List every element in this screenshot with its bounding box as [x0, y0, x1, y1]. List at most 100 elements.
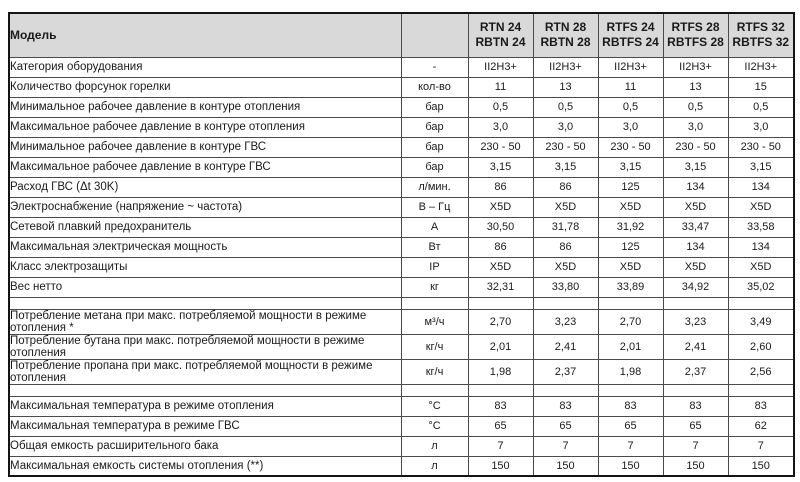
table-row: Минимальное рабочее давление в контуре о… [8, 96, 795, 118]
value-cell: 134 [662, 176, 729, 198]
row-unit: °С [400, 395, 469, 417]
value-cell: 230 - 50 [532, 136, 599, 158]
value-cell: 3,0 [727, 116, 795, 138]
value-cell: II2H3+ [532, 56, 599, 78]
row-unit: кг/ч [400, 333, 469, 360]
value-cell: 3,15 [467, 156, 534, 178]
value-cell: 83 [467, 395, 534, 417]
row-label: Максимальная температура в режиме отопле… [8, 395, 402, 417]
spacer-cell [467, 296, 534, 310]
table-row: Потребление бутана при макс. потребляемо… [8, 333, 795, 360]
spacer-cell [532, 296, 599, 310]
value-cell: 2,37 [662, 358, 729, 385]
value-cell: 0,5 [467, 96, 534, 118]
value-cell: 3,15 [597, 156, 664, 178]
value-cell: 35,02 [727, 276, 795, 298]
column-header: RTN 28 RBTN 28 [532, 12, 599, 58]
column-header: RTFS 24 RBTFS 24 [597, 12, 664, 58]
value-cell: 15 [727, 76, 795, 98]
value-cell: 2,56 [727, 358, 795, 385]
row-unit: бар [400, 156, 469, 178]
value-cell: 2,70 [597, 308, 664, 335]
value-cell: 7 [727, 435, 795, 457]
spacer-cell [400, 383, 469, 397]
table-row: Максимальное рабочее давление в контуре … [8, 156, 795, 178]
value-cell: 150 [727, 455, 795, 477]
spacer-row [8, 383, 795, 397]
value-cell: 34,92 [662, 276, 729, 298]
value-cell: 0,5 [532, 96, 599, 118]
row-unit: В – Гц [400, 196, 469, 218]
value-cell: 86 [532, 176, 599, 198]
row-label: Количество форсунок горелки [8, 76, 402, 98]
row-unit: А [400, 216, 469, 238]
spacer-cell [597, 296, 664, 310]
value-cell: 134 [727, 236, 795, 258]
value-cell: 31,78 [532, 216, 599, 238]
value-cell: 7 [467, 435, 534, 457]
value-cell: 3,15 [662, 156, 729, 178]
value-cell: 3,0 [467, 116, 534, 138]
value-cell: 86 [467, 236, 534, 258]
value-cell: 3,15 [532, 156, 599, 178]
value-cell: 11 [467, 76, 534, 98]
spacer-cell [727, 296, 795, 310]
row-label: Категория оборудования [8, 56, 402, 78]
row-label: Расход ГВС (Δt 30K) [8, 176, 402, 198]
table-header: Модель RTN 24 RBTN 24 RTN 28 RBTN 28 RTFS … [8, 12, 795, 58]
column-header: RTN 24 RBTN 24 [467, 12, 534, 58]
row-label: Максимальная электрическая мощность [8, 236, 402, 258]
value-cell: 2,60 [727, 333, 795, 360]
table-row: Вес нетто кг 32,31 33,80 33,89 34,92 35,02 [8, 276, 795, 298]
value-cell: 33,58 [727, 216, 795, 238]
spacer-cell [662, 383, 729, 397]
value-cell: 150 [467, 455, 534, 477]
value-cell: 134 [727, 176, 795, 198]
value-cell: 230 - 50 [662, 136, 729, 158]
value-cell: 150 [597, 455, 664, 477]
value-cell: 83 [532, 395, 599, 417]
value-cell: 230 - 50 [467, 136, 534, 158]
value-cell: X5D [727, 256, 795, 278]
value-cell: 7 [597, 435, 664, 457]
row-unit: Вт [400, 236, 469, 258]
table-row: Потребление метана при макс. потребляемо… [8, 308, 795, 335]
row-label: Максимальная емкость системы отопления (… [8, 455, 402, 477]
table-row: Максимальная температура в режиме отопле… [8, 395, 795, 417]
column-header-units [400, 12, 469, 58]
value-cell: X5D [597, 256, 664, 278]
table-row: Категория оборудования - II2H3+ II2H3+ II2H3… [8, 56, 795, 78]
value-cell: 2,41 [532, 333, 599, 360]
row-label: Общая емкость расширительного бака [8, 435, 402, 457]
spacer-cell [400, 296, 469, 310]
value-cell: X5D [467, 196, 534, 218]
value-cell: 65 [662, 415, 729, 437]
value-cell: 230 - 50 [727, 136, 795, 158]
table-row: Количество форсунок горелки кол-во 11 13 11 1… [8, 76, 795, 98]
value-cell: X5D [662, 196, 729, 218]
value-cell: 2,41 [662, 333, 729, 360]
table-row: Максимальное рабочее давление в контуре … [8, 116, 795, 138]
value-cell: 3,0 [597, 116, 664, 138]
row-label: Потребление пропана при макс. потребляем… [8, 358, 402, 385]
value-cell: 65 [467, 415, 534, 437]
table-row: Общая емкость расширительного бака л 7 7 7 7 7 [8, 435, 795, 457]
row-label: Максимальное рабочее давление в контуре … [8, 156, 402, 178]
value-cell: 0,5 [727, 96, 795, 118]
table-row: Сетевой плавкий предохранитель А 30,50 31,7… [8, 216, 795, 238]
value-cell: 31,92 [597, 216, 664, 238]
value-cell: 7 [662, 435, 729, 457]
value-cell: 1,98 [597, 358, 664, 385]
row-unit: бар [400, 116, 469, 138]
value-cell: X5D [597, 196, 664, 218]
value-cell: 13 [532, 76, 599, 98]
row-unit: бар [400, 136, 469, 158]
row-label: Потребление бутана при макс. потребляемо… [8, 333, 402, 360]
spacer-cell [467, 383, 534, 397]
row-unit: - [400, 56, 469, 78]
value-cell: 11 [597, 76, 664, 98]
table-body: Категория оборудования - II2H3+ II2H3+ II2H3… [8, 56, 795, 477]
row-unit: кг/ч [400, 358, 469, 385]
value-cell: 83 [597, 395, 664, 417]
